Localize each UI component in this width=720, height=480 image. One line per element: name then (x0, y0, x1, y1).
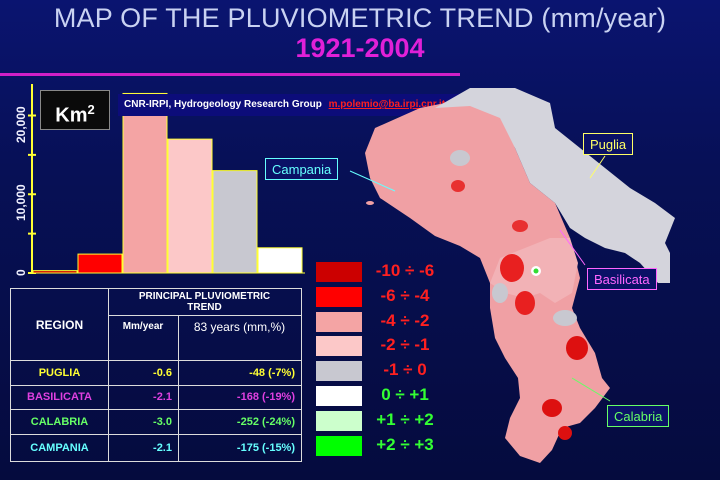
bar-1 (77, 253, 123, 274)
legend-label: 0 ÷ +1 (381, 385, 429, 404)
table-cell-rate: -2.1 (153, 391, 172, 403)
green-spot (533, 268, 539, 274)
legend-label: +2 ÷ +3 (376, 434, 434, 454)
header-region: REGION (35, 317, 84, 332)
y-ticks (28, 114, 36, 274)
legend-swatch (316, 336, 362, 357)
puglia-leader (589, 155, 606, 179)
legend-swatch (316, 410, 362, 431)
campania-label: Campania (265, 158, 339, 180)
header-trend-group: PRINCIPAL PLUVIOMETRIC TREND (138, 291, 271, 313)
legend-swatch (316, 361, 362, 382)
bar-3 (167, 138, 213, 274)
basilicata-label: Basilicata (587, 268, 657, 290)
units-box: Km2 (40, 90, 110, 130)
legend-swatch (316, 286, 362, 307)
page-title: MAP OF THE PLUVIOMETRIC TREND (mm/year) (53, 3, 667, 33)
basilicata-leader (559, 229, 586, 266)
campania-leader (349, 170, 396, 192)
calabria-label: Calabria (607, 405, 670, 427)
bars (32, 92, 303, 274)
map-landmass-west (365, 98, 610, 463)
legend-label: -6 ÷ -4 (380, 285, 430, 305)
y-tick-label: 10,000 (14, 184, 28, 222)
table-cell-region: CALABRIA (30, 415, 89, 428)
credit-banner: CNR-IRPI, Hydrogeology Research Group m.… (118, 94, 476, 116)
legend-label: -2 ÷ -1 (380, 335, 430, 355)
hotspot (515, 291, 535, 315)
legend-label: +1 ÷ +2 (376, 409, 434, 429)
grey-patch (450, 150, 470, 166)
map-puglia (435, 88, 675, 283)
legend-label: -1 ÷ 0 (383, 360, 427, 380)
bar-4 (212, 170, 258, 274)
legend-swatch (316, 435, 362, 456)
y-tick-label: 20,000 (14, 105, 28, 143)
puglia-label: Puglia (583, 133, 634, 155)
bar-5 (257, 247, 303, 274)
legend-label: -4 ÷ -2 (380, 310, 430, 330)
legend-swatch (316, 311, 362, 332)
table-cell-region: CAMPANIA (30, 441, 89, 454)
calabria-leader (571, 377, 611, 402)
grey-patch (553, 310, 577, 326)
hotspot (512, 220, 528, 232)
credit-text: CNR-IRPI, Hydrogeology Research Group (124, 99, 322, 110)
table-cell-region: PUGLIA (38, 366, 81, 379)
legend-swatch (316, 262, 362, 282)
y-tick-label: 0 (14, 269, 28, 276)
legend-label: -10 ÷ -6 (375, 261, 435, 280)
table-cell-total: -175 (-15%) (236, 441, 295, 454)
table-cell-total: -252 (-24%) (236, 415, 295, 428)
grey-patch (492, 283, 508, 303)
hotspot (566, 336, 588, 360)
regional-trend-table: REGION PRINCIPAL PLUVIOMETRIC TREND Mm/y… (10, 288, 302, 462)
island (366, 201, 374, 205)
table-cell-region: BASILICATA (27, 391, 92, 403)
hotspot (542, 399, 562, 417)
italy-south-map (349, 88, 675, 463)
header-total: 83 years (mm,%) (193, 320, 286, 334)
table-cell-total: -168 (-19%) (236, 391, 295, 403)
table-cell-total: -48 (-7%) (249, 366, 295, 379)
hotspot (500, 254, 524, 282)
bar-0 (32, 270, 78, 274)
hotspot (558, 426, 572, 440)
hotspot (451, 180, 465, 192)
bar-2 (122, 92, 168, 274)
header-rate: Mm/year (122, 321, 164, 332)
title-divider (0, 73, 460, 76)
credit-email-link[interactable]: m.polemio@ba.irpi.cnr.it (328, 99, 446, 110)
table-cell-rate: -3.0 (153, 415, 172, 428)
period-subtitle: 1921-2004 (295, 33, 425, 63)
area-bar-chart (28, 84, 305, 274)
legend-swatch (316, 386, 362, 406)
table-cell-rate: -2.1 (153, 441, 172, 454)
table-cell-rate: -0.6 (153, 366, 172, 379)
